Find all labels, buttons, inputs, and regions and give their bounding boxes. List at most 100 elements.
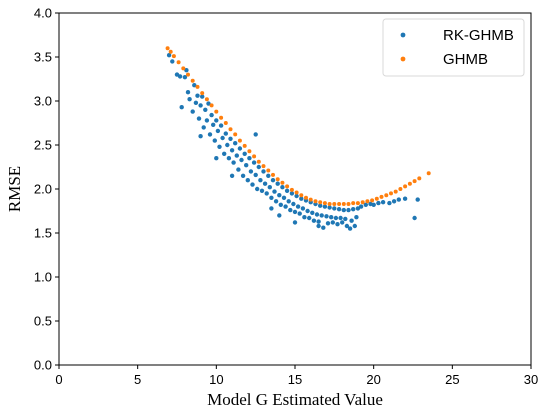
data-point-ghmb [299,193,304,198]
data-point-rk-ghmb [269,195,274,200]
data-point-rk-ghmb [196,116,202,121]
x-tick-label: 5 [134,372,141,387]
data-point-rk-ghmb [278,202,283,207]
data-point-ghmb [204,97,209,102]
data-point-rk-ghmb [391,199,397,204]
data-point-rk-ghmb [242,151,247,156]
y-tick-label: 0.5 [34,314,52,329]
y-tick-label: 2.0 [34,182,52,197]
data-point-ghmb [322,201,327,206]
data-point-rk-ghmb [305,208,310,214]
data-point-rk-ghmb [292,220,298,225]
data-point-rk-ghmb [327,205,332,210]
data-point-ghmb [365,199,370,204]
data-point-rk-ghmb [244,163,249,168]
data-point-rk-ghmb [214,118,219,123]
x-tick-label: 10 [209,372,223,387]
data-point-ghmb [190,78,195,83]
series-rk-ghmb [166,53,420,231]
data-point-rk-ghmb [344,223,350,229]
data-point-rk-ghmb [322,204,328,209]
data-point-ghmb [209,103,214,108]
data-point-ghmb [318,200,323,205]
x-tick-label: 15 [288,372,302,387]
data-point-rk-ghmb [341,207,346,213]
legend-marker-ghmb [400,56,406,62]
data-point-ghmb [168,49,173,54]
data-point-rk-ghmb [354,215,359,220]
data-point-ghmb [186,72,190,77]
data-point-ghmb [247,149,252,154]
y-tick-label: 1.5 [34,226,52,241]
y-axis-title: RMSE [5,166,24,212]
legend: RK-GHMB GHMB [382,18,525,77]
data-point-rk-ghmb [179,105,184,110]
data-point-ghmb [346,202,351,206]
x-axis-title: Model G Estimated Value [207,390,383,409]
data-point-ghmb [266,168,271,173]
data-point-ghmb [289,187,294,192]
data-point-ghmb [294,190,299,195]
data-point-rk-ghmb [198,103,203,108]
data-point-rk-ghmb [236,167,241,172]
data-point-rk-ghmb [218,123,224,128]
data-point-rk-ghmb [217,144,222,149]
data-point-rk-ghmb [225,142,230,148]
data-point-ghmb [165,46,170,51]
data-point-rk-ghmb [316,219,321,224]
plot-frame [58,12,532,366]
data-point-rk-ghmb [333,215,339,221]
data-point-ghmb [195,84,200,89]
axis-ticks [55,12,532,369]
data-point-ghmb [412,179,417,184]
data-point-ghmb [351,201,356,206]
data-point-rk-ghmb [291,201,296,207]
data-point-ghmb [233,132,238,137]
data-point-rk-ghmb [239,157,244,163]
data-point-ghmb [171,54,176,59]
data-point-rk-ghmb [343,216,348,222]
data-point-rk-ghmb [347,226,353,231]
data-point-rk-ghmb [193,100,199,106]
data-point-rk-ghmb [177,74,183,79]
data-point-ghmb [407,181,412,186]
data-point-ghmb [379,194,384,199]
data-point-rk-ghmb [280,185,285,190]
data-point-rk-ghmb [300,206,306,211]
data-point-rk-ghmb [264,191,269,196]
data-point-rk-ghmb [355,206,361,211]
data-point-rk-ghmb [212,138,217,143]
data-point-rk-ghmb [200,94,205,99]
data-point-rk-ghmb [335,222,340,227]
x-tick-label: 30 [524,372,538,387]
data-point-rk-ghmb [214,156,219,161]
data-point-rk-ghmb [275,181,280,186]
data-point-rk-ghmb [324,214,329,219]
data-point-rk-ghmb [198,134,203,139]
data-point-rk-ghmb [251,160,257,165]
data-point-rk-ghmb [273,199,279,204]
data-point-ghmb [237,138,242,143]
legend-marker-rk-ghmb [400,32,406,38]
x-tick-label: 25 [445,372,459,387]
data-point-rk-ghmb [226,156,232,161]
data-point-ghmb [398,187,403,191]
data-point-ghmb [214,109,219,114]
data-point-rk-ghmb [338,215,343,221]
data-point-rk-ghmb [376,200,381,206]
data-point-ghmb [285,184,290,189]
data-point-rk-ghmb [396,197,401,202]
data-point-rk-ghmb [185,90,191,95]
data-point-ghmb [337,202,342,206]
data-point-rk-ghmb [190,109,195,114]
data-point-rk-ghmb [284,188,290,193]
data-point-ghmb [271,172,275,177]
data-point-rk-ghmb [256,164,261,170]
data-point-rk-ghmb [184,68,189,73]
data-point-rk-ghmb [346,207,351,213]
data-point-rk-ghmb [223,131,228,136]
data-point-rk-ghmb [187,97,192,102]
y-tick-label: 4.0 [34,6,52,21]
data-point-rk-ghmb [192,83,197,88]
